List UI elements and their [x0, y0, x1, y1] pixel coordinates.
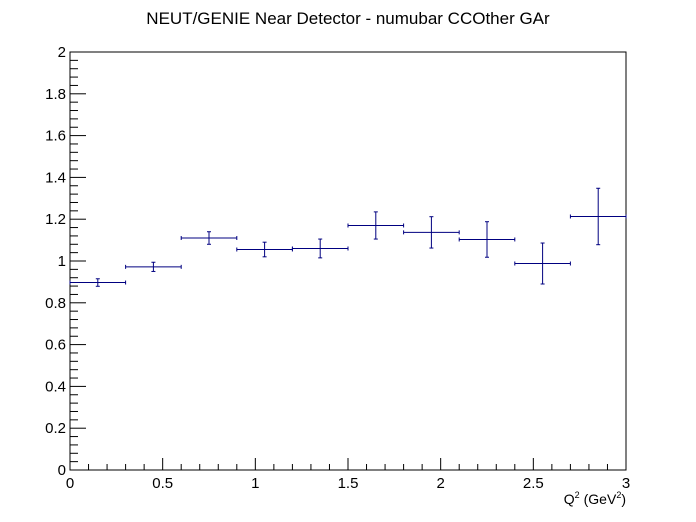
- y-tick-label: 0.6: [45, 337, 66, 354]
- x-tick-label: 2.5: [523, 475, 544, 492]
- x-axis-label-close: ): [621, 491, 626, 507]
- x-axis-label-q: Q: [564, 491, 575, 507]
- x-tick-label: 2: [436, 475, 444, 492]
- data-point: [180, 231, 238, 245]
- x-tick-label: 0.5: [152, 475, 173, 492]
- data-point: [514, 242, 571, 285]
- data-point: [291, 238, 349, 259]
- y-tick-label: 2: [58, 44, 66, 61]
- data-point: [347, 211, 405, 240]
- y-tick-label: 1.4: [45, 169, 66, 186]
- x-tick-label: 1: [251, 475, 259, 492]
- x-axis-label: Q2 (GeV2): [564, 490, 626, 507]
- y-tick-label: 1.8: [45, 86, 66, 103]
- x-tick-label: 1.5: [338, 475, 359, 492]
- y-tick-label: 0.2: [45, 420, 66, 437]
- data-point: [569, 187, 627, 246]
- x-axis-label-sup1: 2: [575, 490, 580, 500]
- data-point: [69, 278, 127, 287]
- y-tick-label: 0: [58, 462, 66, 479]
- y-tick-label: 1.6: [45, 128, 66, 145]
- x-tick-label: 0: [66, 475, 74, 492]
- data-point: [458, 221, 516, 258]
- data-point: [403, 216, 460, 249]
- x-tick-label: 3: [622, 475, 630, 492]
- y-tick-label: 1.2: [45, 211, 66, 228]
- x-axis-label-unit: (GeV: [584, 491, 617, 507]
- y-tick-label: 0.4: [45, 378, 66, 395]
- x-axis-label-sup2: 2: [616, 490, 621, 500]
- data-point: [236, 241, 293, 258]
- data-point: [125, 261, 182, 272]
- y-tick-label: 0.8: [45, 295, 66, 312]
- y-tick-label: 1: [58, 253, 66, 270]
- chart-title: NEUT/GENIE Near Detector - numubar CCOth…: [146, 9, 550, 28]
